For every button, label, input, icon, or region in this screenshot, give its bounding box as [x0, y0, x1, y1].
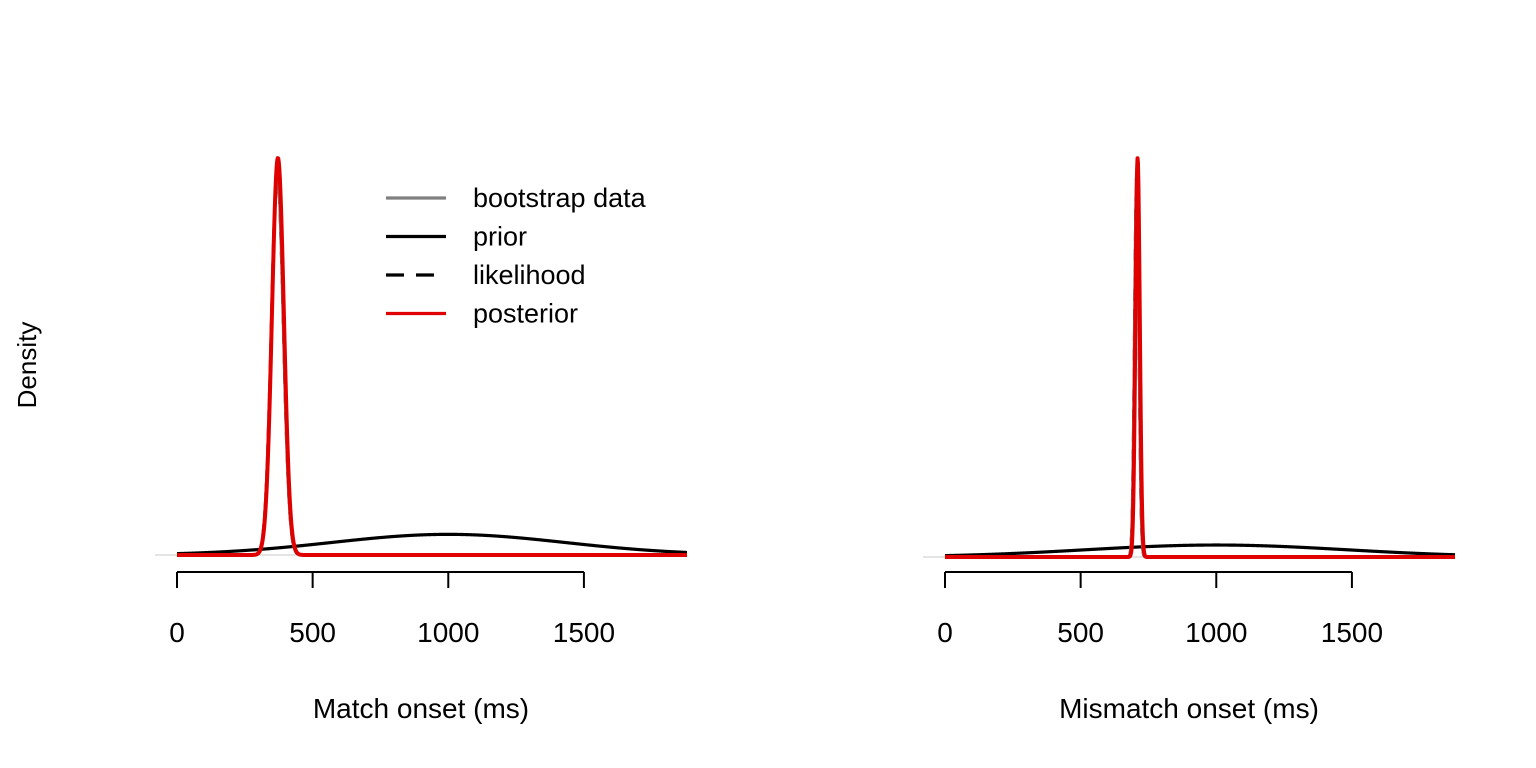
mismatch-onset-panel: 0 500 1000 1500 Mismatch onset (ms)	[923, 156, 1457, 724]
match-x-tick-label: 1500	[553, 617, 615, 648]
match-prior-curve	[175, 532, 689, 556]
legend-label-bootstrap-data: bootstrap data	[473, 183, 647, 213]
mismatch-x-tick-label: 1000	[1185, 617, 1247, 648]
legend-label-likelihood: likelihood	[473, 260, 586, 290]
mismatch-x-tick-label: 0	[937, 617, 953, 648]
match-onset-panel: 0 500 1000 1500 Match onset (ms)	[155, 156, 689, 724]
match-x-tick-label: 500	[289, 617, 336, 648]
match-posterior-curve	[175, 156, 689, 557]
match-x-tick-label: 0	[169, 617, 185, 648]
mismatch-curves	[923, 156, 1457, 559]
match-curves	[155, 156, 689, 557]
match-x-axis: 0 500 1000 1500	[169, 571, 615, 648]
match-x-tick-label: 1000	[417, 617, 479, 648]
mismatch-x-axis-label: Mismatch onset (ms)	[1059, 693, 1319, 724]
mismatch-x-tick-label: 500	[1057, 617, 1104, 648]
legend-label-posterior: posterior	[473, 299, 578, 329]
match-x-axis-label: Match onset (ms)	[313, 693, 529, 724]
legend: bootstrap data prior likelihood posterior	[386, 183, 647, 329]
mismatch-x-tick-label: 1500	[1321, 617, 1383, 648]
legend-label-prior: prior	[473, 222, 527, 252]
mismatch-likelihood-curve	[943, 172, 1457, 559]
match-likelihood-curve	[175, 172, 689, 557]
match-bootstrap-data-curve	[175, 172, 689, 557]
y-axis-label: Density	[12, 322, 42, 409]
mismatch-posterior-curve	[943, 156, 1457, 559]
mismatch-prior-curve	[943, 543, 1457, 558]
mismatch-bootstrap-data-curve	[943, 172, 1457, 559]
mismatch-x-axis: 0 500 1000 1500	[937, 571, 1383, 648]
